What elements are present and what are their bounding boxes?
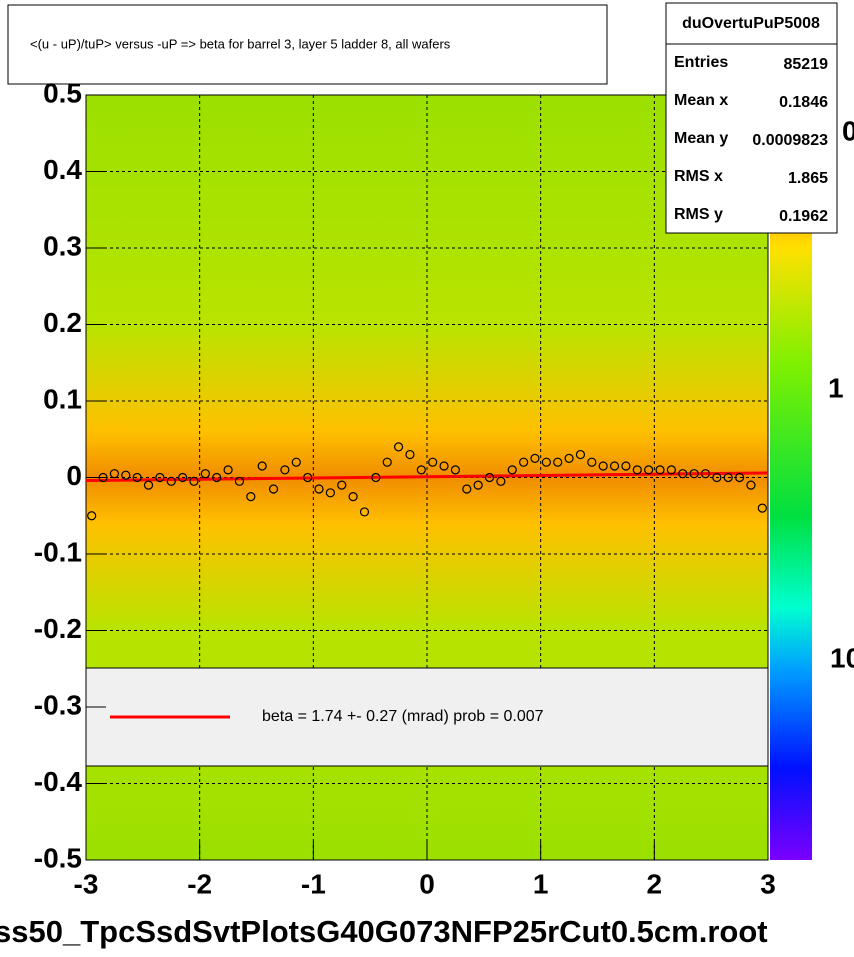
x-tick-label: 1 xyxy=(533,868,549,899)
profile-point xyxy=(666,465,676,475)
profile-point xyxy=(575,449,586,460)
color-bar-label: 10 xyxy=(830,642,854,673)
y-tick-label: -0.3 xyxy=(34,689,82,720)
profile-point xyxy=(166,476,176,486)
profile-point xyxy=(587,457,597,467)
x-tick-label: -2 xyxy=(187,868,212,899)
x-tick-label: 2 xyxy=(647,868,663,899)
y-tick-label: -0.5 xyxy=(34,842,82,873)
profile-point xyxy=(541,457,551,467)
stats-value: 1.865 xyxy=(788,170,828,187)
x-tick-label: -1 xyxy=(301,868,326,899)
profile-point xyxy=(325,488,335,498)
profile-point xyxy=(757,503,767,513)
footer: ss50_TpcSsdSvtPlotsG40G073NFP25rCut0.5cm… xyxy=(0,914,768,949)
profile-point xyxy=(473,480,483,490)
stats-value: 0.1962 xyxy=(779,208,828,225)
stats-label: RMS x xyxy=(674,168,723,185)
stats-label: Mean y xyxy=(674,130,728,147)
fit-line xyxy=(85,471,769,483)
stats-label: RMS y xyxy=(674,206,723,223)
y-tick-label: 0.4 xyxy=(43,154,82,185)
profile-point xyxy=(678,469,688,479)
x-tick-label: 3 xyxy=(760,868,776,899)
y-tick-label: 0 xyxy=(66,460,82,491)
profile-point xyxy=(644,465,654,475)
profile-point xyxy=(405,449,415,460)
stats-value: 0.1846 xyxy=(779,94,828,111)
stats-value: 85219 xyxy=(784,56,829,73)
y-tick-label: -0.1 xyxy=(34,536,82,567)
profile-point xyxy=(393,442,404,452)
profile-point xyxy=(439,461,449,471)
x-tick-label: -3 xyxy=(74,868,99,899)
color-bar-label: 1 xyxy=(828,372,844,403)
profile-point xyxy=(462,484,472,494)
profile-point xyxy=(655,465,665,475)
profile-point xyxy=(598,461,608,471)
y-tick-label: 0.1 xyxy=(43,383,82,414)
profile-point xyxy=(564,453,574,463)
profile-point xyxy=(257,461,267,471)
profile-point xyxy=(268,484,279,494)
profile-point xyxy=(507,465,517,475)
stats-title: duOvertuPuP5008 xyxy=(682,15,820,32)
profile-point xyxy=(291,457,301,467)
profile-point xyxy=(723,472,733,483)
y-tick-label: 0.5 xyxy=(43,77,82,108)
profile-point xyxy=(382,457,392,467)
profile-point xyxy=(734,472,745,483)
profile-point xyxy=(200,469,210,479)
profile-point xyxy=(428,457,438,467)
stats-label: Mean x xyxy=(674,92,728,109)
profile-point xyxy=(689,469,699,479)
profile-point xyxy=(314,484,324,494)
profile-point xyxy=(143,480,154,490)
profile-point xyxy=(189,476,199,486)
profile-point xyxy=(621,461,631,471)
profile-point xyxy=(246,492,256,502)
y-tick-label: -0.4 xyxy=(34,766,83,797)
profile-point xyxy=(223,465,233,475)
profile-point xyxy=(280,465,290,475)
profile-point xyxy=(121,470,131,480)
chart-title: <(u - uP)/tuP> versus -uP => beta for ba… xyxy=(30,36,451,51)
profile-point xyxy=(484,472,495,483)
profile-point xyxy=(700,469,711,479)
stats-value: 0.0009823 xyxy=(752,132,828,149)
profile-point xyxy=(109,469,120,479)
y-tick-label: 0.3 xyxy=(43,230,82,261)
profile-point xyxy=(178,472,188,483)
profile-point xyxy=(450,465,461,475)
color-bar-label: 0 xyxy=(842,115,854,146)
profile-point xyxy=(359,507,370,517)
profile-point xyxy=(155,472,165,483)
title-box xyxy=(7,4,608,85)
profile-point xyxy=(337,480,347,490)
profile-point xyxy=(746,480,756,490)
y-tick-label: -0.2 xyxy=(34,613,82,644)
profile-point xyxy=(712,472,722,483)
y-tick-label: 0.2 xyxy=(43,307,82,338)
legend-label: beta = 1.74 +- 0.27 (mrad) prob = 0.007 xyxy=(262,708,544,725)
profile-point xyxy=(98,472,108,483)
profile-point xyxy=(553,457,563,467)
profile-point xyxy=(371,472,381,483)
profile-point xyxy=(496,476,506,486)
profile-point xyxy=(530,453,540,463)
x-tick-label: 0 xyxy=(419,868,435,899)
profile-point xyxy=(416,465,426,475)
profile-point xyxy=(234,476,245,486)
profile-point xyxy=(303,472,313,483)
profile-point xyxy=(132,472,142,483)
profile-point xyxy=(632,465,642,475)
profile-point xyxy=(87,511,97,521)
stats-box xyxy=(665,2,838,234)
profile-point xyxy=(609,461,620,471)
profile-point xyxy=(212,472,222,483)
profile-point xyxy=(348,492,358,502)
profile-point xyxy=(519,457,529,467)
stats-label: Entries xyxy=(674,54,728,71)
